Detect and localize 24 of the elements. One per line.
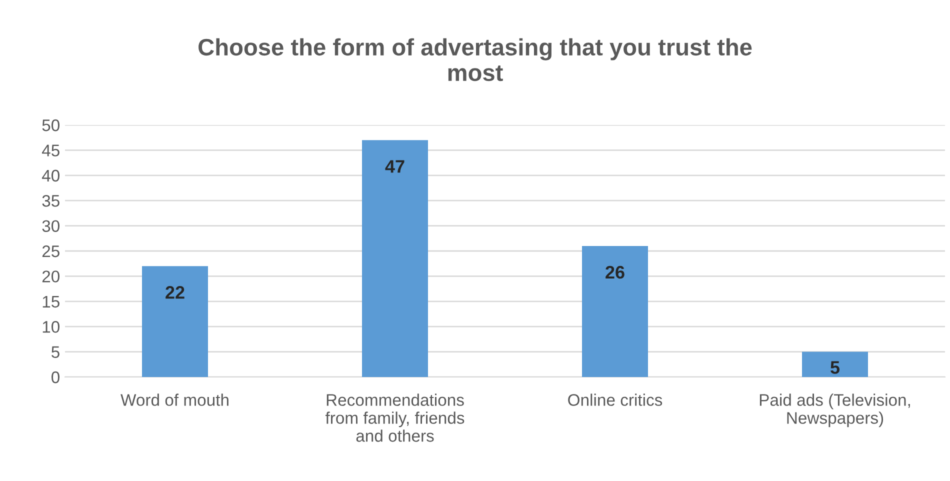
y-tick-label: 45 [42,144,60,156]
y-tick-label: 25 [42,245,60,258]
y-tick-label: 40 [42,170,60,182]
data-label: 26 [606,266,624,279]
data-label: 47 [385,160,404,173]
bar [802,352,868,377]
data-label: 22 [166,286,184,299]
x-tick-label: Online critics [568,394,662,406]
bar [362,140,428,377]
y-tick-label: 50 [42,119,60,132]
chart-title: Choose the form of advertasing that you trust the most [198,38,752,82]
y-tick-label: 30 [42,220,60,232]
bar [582,246,648,377]
x-tick-label: Word of mouth [120,394,228,406]
y-tick-label: 10 [42,321,60,333]
y-tick-label: 5 [52,346,60,358]
y-tick-label: 20 [42,270,60,282]
data-label: 5 [830,361,840,374]
x-tick-label: Paid ads (Television, Newspapers) [760,394,910,428]
y-tick-label: 15 [42,296,60,308]
y-tick-label: 35 [42,195,60,207]
y-tick-label: 0 [52,371,60,384]
bar [142,266,208,377]
x-tick-label: Recommendations from family, friends and others [325,394,464,442]
